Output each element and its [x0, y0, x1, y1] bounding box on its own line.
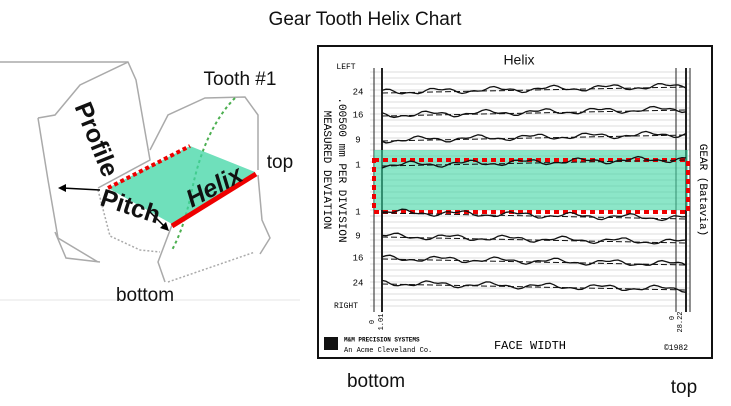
- chart-title: Helix: [503, 52, 534, 68]
- trace: [381, 130, 687, 144]
- pitch-arrow: [61, 187, 101, 191]
- reference-line: [381, 236, 687, 244]
- footer-bottom-label: bottom: [347, 371, 405, 392]
- tooth-label: Tooth #1: [204, 69, 277, 90]
- row-label: 1: [355, 160, 360, 170]
- scale-label: .00500 mm PER DIVISION: [335, 97, 347, 242]
- row-label: 24: [353, 87, 364, 97]
- arrow-head: [160, 222, 169, 231]
- reference-line: [381, 212, 687, 220]
- x-start-label: 1.01: [378, 314, 386, 331]
- logo: [324, 337, 338, 350]
- row-label: 16: [353, 253, 364, 263]
- tooth-outline: [149, 96, 259, 170]
- tooth-outline: [0, 61, 151, 189]
- axis-label: FACE WIDTH: [494, 339, 566, 353]
- title: Gear Tooth Helix Chart: [269, 9, 463, 30]
- profile-label: Profile: [69, 98, 124, 181]
- helix-chart: Helix LEFT RIGHT .00500 mm PER DIVISION …: [317, 45, 713, 359]
- trace: [381, 208, 687, 222]
- row-label: 9: [355, 135, 360, 145]
- tooth-outline: [157, 224, 173, 283]
- tooth-outline: [54, 231, 101, 263]
- deviation-label: MEASURED DEVIATION: [320, 111, 332, 230]
- company-sub: An Acme Cleveland Co.: [344, 347, 432, 355]
- top-edge: [107, 144, 191, 190]
- tooth-outline: [257, 174, 271, 255]
- tooth-outline: [37, 117, 99, 263]
- bottom-label: bottom: [116, 285, 174, 306]
- tooth-flank: [108, 146, 255, 224]
- x-start-label: 0: [369, 320, 377, 324]
- arrow-head: [58, 184, 66, 192]
- bottom-edge: [170, 171, 258, 229]
- row-label: 1: [355, 207, 360, 217]
- row-label: 16: [353, 110, 364, 120]
- footer-top-label: top: [671, 377, 697, 398]
- traces: [381, 83, 687, 293]
- tooth-outline: [37, 61, 129, 119]
- reference-line: [381, 159, 687, 167]
- reference-line: [381, 283, 687, 291]
- row-label: 9: [355, 231, 360, 241]
- x-end-label: 0: [669, 316, 677, 320]
- gear-label: GEAR (Batavia): [696, 144, 708, 236]
- reference-line: [381, 134, 687, 142]
- tooth-outline: [167, 251, 256, 283]
- reference-line: [381, 109, 687, 117]
- copyright: ©1982: [664, 344, 688, 353]
- reference-line: [381, 86, 687, 94]
- x-end-label: 28.22: [677, 311, 685, 332]
- left-label: LEFT: [336, 63, 355, 72]
- company: M&M PRECISION SYSTEMS: [344, 337, 420, 344]
- top-label: top: [267, 152, 293, 173]
- reference-line: [381, 258, 687, 266]
- title-bg: [485, 50, 555, 70]
- right-label: RIGHT: [334, 302, 358, 311]
- tooth-outline: [97, 189, 161, 253]
- trace: [381, 254, 687, 266]
- row-label: 24: [353, 278, 364, 288]
